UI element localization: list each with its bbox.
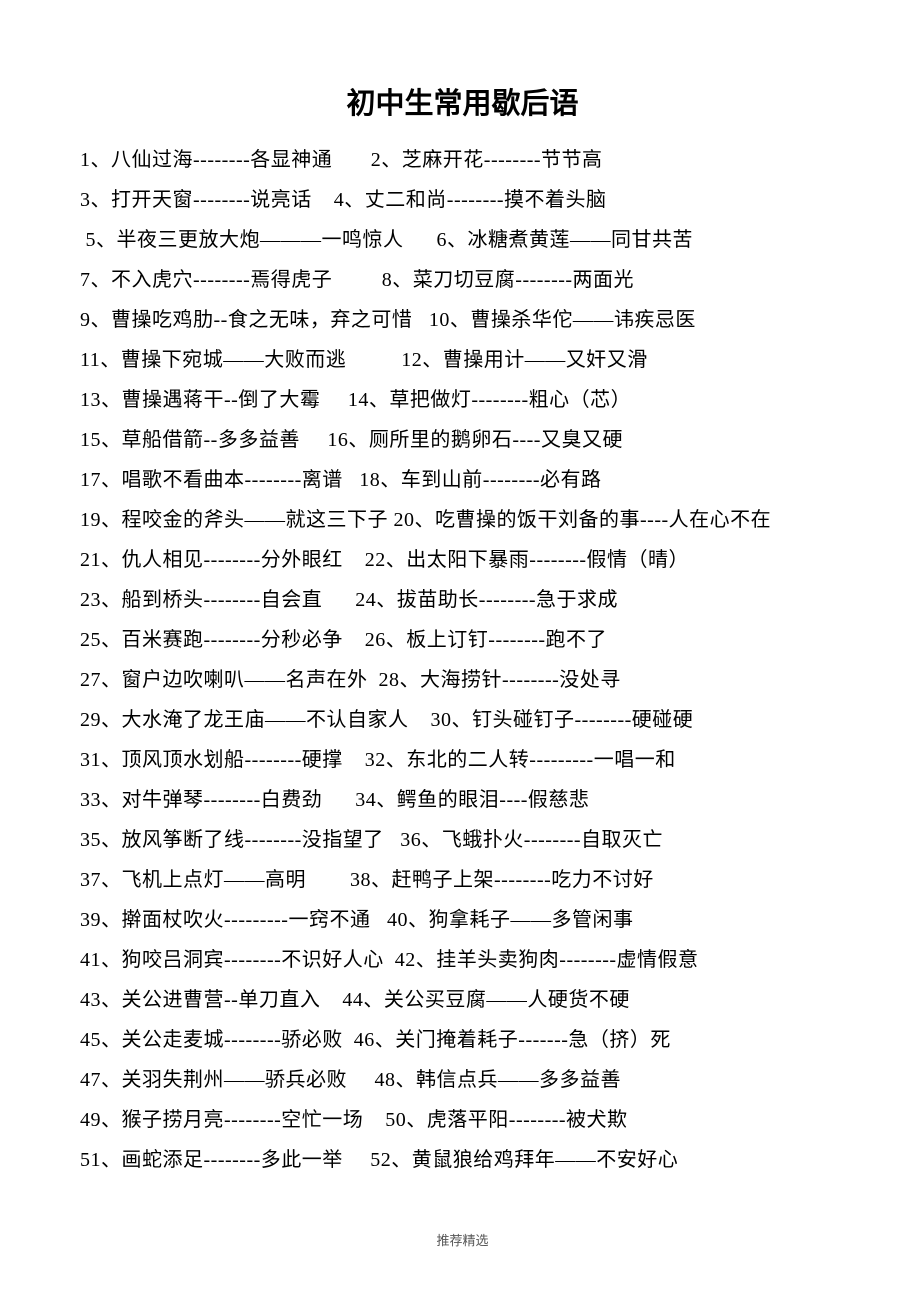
text-line: 43、关公进曹营--单刀直入 44、关公买豆腐——人硬货不硬 <box>80 980 845 1020</box>
text-line: 21、仇人相见--------分外眼红 22、出太阳下暴雨--------假情（… <box>80 540 845 580</box>
text-line: 33、对牛弹琴--------白费劲 34、鳄鱼的眼泪----假慈悲 <box>80 780 845 820</box>
text-line: 7、不入虎穴--------焉得虎子 8、菜刀切豆腐--------两面光 <box>80 260 845 300</box>
text-line: 31、顶风顶水划船--------硬撑 32、东北的二人转---------一唱… <box>80 740 845 780</box>
text-line: 15、草船借箭--多多益善 16、厕所里的鹅卵石----又臭又硬 <box>80 420 845 460</box>
text-line: 11、曹操下宛城——大败而逃 12、曹操用计——又奸又滑 <box>80 340 845 380</box>
text-line: 9、曹操吃鸡肋--食之无味，弃之可惜 10、曹操杀华佗——讳疾忌医 <box>80 300 845 340</box>
text-line: 13、曹操遇蒋干--倒了大霉 14、草把做灯--------粗心（芯） <box>80 380 845 420</box>
text-line: 3、打开天窗--------说亮话 4、丈二和尚--------摸不着头脑 <box>80 180 845 220</box>
content-body: 1、八仙过海--------各显神通 2、芝麻开花--------节节高3、打开… <box>80 140 845 1180</box>
text-line: 37、飞机上点灯——高明 38、赶鸭子上架--------吃力不讨好 <box>80 860 845 900</box>
text-line: 29、大水淹了龙王庙——不认自家人 30、钉头碰钉子--------硬碰硬 <box>80 700 845 740</box>
text-line: 27、窗户边吹喇叭——名声在外 28、大海捞针--------没处寻 <box>80 660 845 700</box>
page-title: 初中生常用歇后语 <box>80 80 845 122</box>
text-line: 49、猴子捞月亮--------空忙一场 50、虎落平阳--------被犬欺 <box>80 1100 845 1140</box>
text-line: 45、关公走麦城--------骄必败 46、关门掩着耗子-------急（挤）… <box>80 1020 845 1060</box>
text-line: 51、画蛇添足--------多此一举 52、黄鼠狼给鸡拜年——不安好心 <box>80 1140 845 1180</box>
text-line: 25、百米赛跑--------分秒必争 26、板上订钉--------跑不了 <box>80 620 845 660</box>
text-line: 19、程咬金的斧头——就这三下子 20、吃曹操的饭干刘备的事----人在心不在 <box>80 500 845 540</box>
text-line: 17、唱歌不看曲本--------离谱 18、车到山前--------必有路 <box>80 460 845 500</box>
text-line: 23、船到桥头--------自会直 24、拔苗助长--------急于求成 <box>80 580 845 620</box>
text-line: 1、八仙过海--------各显神通 2、芝麻开花--------节节高 <box>80 140 845 180</box>
text-line: 5、半夜三更放大炮———一鸣惊人 6、冰糖煮黄莲——同甘共苦 <box>80 220 845 260</box>
text-line: 39、擀面杖吹火---------一窍不通 40、狗拿耗子——多管闲事 <box>80 900 845 940</box>
text-line: 41、狗咬吕洞宾--------不识好人心 42、挂羊头卖狗肉--------虚… <box>80 940 845 980</box>
document-page: 初中生常用歇后语 1、八仙过海--------各显神通 2、芝麻开花------… <box>0 0 920 1309</box>
text-line: 35、放风筝断了线--------没指望了 36、飞蛾扑火--------自取灭… <box>80 820 845 860</box>
page-footer: 推荐精选 <box>80 1230 845 1249</box>
text-line: 47、关羽失荆州——骄兵必败 48、韩信点兵——多多益善 <box>80 1060 845 1100</box>
